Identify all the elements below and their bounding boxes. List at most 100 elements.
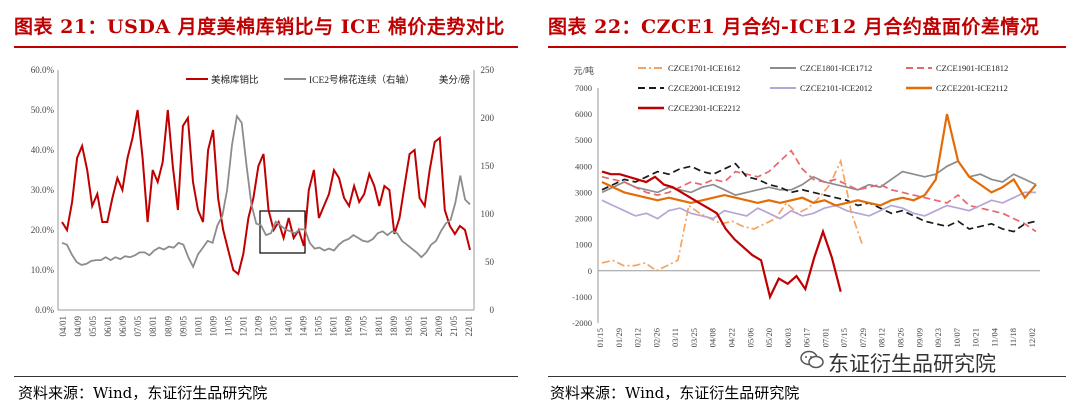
x-tick-label: 19/05 bbox=[404, 316, 414, 337]
y-tick-label: -2000 bbox=[572, 318, 592, 328]
x-tick-label: 05/05 bbox=[88, 316, 98, 337]
legend-label: CZCE2201-ICE2112 bbox=[936, 83, 1008, 93]
x-tick-label: 10/21 bbox=[971, 328, 981, 347]
x-tick-label: 06/01 bbox=[103, 316, 113, 337]
y-tick-label: 6000 bbox=[575, 109, 592, 119]
y-tick-label: 4000 bbox=[575, 161, 592, 171]
x-tick-label: 03/25 bbox=[689, 328, 699, 347]
left-y-tick-label: 10.0% bbox=[31, 265, 55, 275]
x-tick-label: 18/01 bbox=[374, 316, 384, 337]
x-tick-label: 06/09 bbox=[118, 316, 128, 337]
series-line-stock-to-use bbox=[61, 109, 471, 276]
left-chart: 0.0% 10.0% 20.0% 30.0% 40.0% 50.0% 60.0% 0 50 100… bbox=[31, 65, 495, 337]
series-line-czce2001-ice1912 bbox=[601, 162, 1037, 233]
left-y-tick-label: 20.0% bbox=[31, 225, 55, 235]
series-line-czce2201-ice2112 bbox=[601, 113, 1037, 207]
x-tick-label: 06/03 bbox=[783, 328, 793, 347]
left-bottom-rule bbox=[14, 376, 518, 377]
wechat-icon bbox=[800, 350, 824, 369]
legend-label: CZCE1901-ICE1812 bbox=[936, 63, 1008, 73]
x-tick-label: 20/01 bbox=[419, 316, 429, 337]
x-tick-label: 05/20 bbox=[764, 328, 774, 347]
right-y-tick-label: 0 bbox=[490, 305, 495, 315]
x-tick-label: 07/05 bbox=[133, 316, 143, 337]
y-unit-label: 元/吨 bbox=[573, 65, 594, 76]
x-tick-label: 10/07 bbox=[952, 328, 962, 347]
x-tick-label: 08/26 bbox=[896, 328, 906, 347]
y-tick-label: 3000 bbox=[575, 187, 592, 197]
right-y-tick-label: 150 bbox=[481, 161, 495, 171]
right-y-tick-label: 50 bbox=[485, 257, 495, 267]
x-tick-label: 02/26 bbox=[651, 328, 661, 347]
x-tick-label: 18/09 bbox=[389, 316, 399, 337]
x-tick-label: 04/22 bbox=[726, 328, 736, 347]
x-tick-label: 14/09 bbox=[299, 316, 309, 337]
x-tick-label: 22/01 bbox=[464, 316, 474, 337]
right-y-tick-label: 250 bbox=[481, 65, 495, 75]
legend-label: 美棉库销比 bbox=[211, 74, 259, 86]
x-tick-label: 04/09 bbox=[73, 316, 83, 337]
x-tick-label: 21/05 bbox=[449, 316, 459, 337]
x-tick-label: 01/15 bbox=[595, 328, 605, 347]
x-tick-label: 06/17 bbox=[802, 328, 812, 347]
series-line-czce2301-ice2212 bbox=[601, 170, 842, 301]
right-y-tick-label: 100 bbox=[481, 209, 495, 219]
x-tick-label: 08/01 bbox=[148, 316, 158, 337]
y-tick-label: 7000 bbox=[575, 83, 592, 93]
x-tick-label: 09/05 bbox=[178, 316, 188, 337]
left-title-rule bbox=[14, 46, 518, 48]
x-tick-label: 11/04 bbox=[989, 327, 999, 347]
x-tick-label: 03/11 bbox=[670, 328, 680, 347]
x-tick-label: 08/12 bbox=[877, 328, 887, 347]
x-tick-label: 16/09 bbox=[344, 316, 354, 337]
x-tick-label: 10/09 bbox=[208, 316, 218, 337]
y-tick-label: 5000 bbox=[575, 135, 592, 145]
left-y-tick-label: 60.0% bbox=[31, 65, 55, 75]
watermark-text: 东证衍生品研究院 bbox=[828, 352, 996, 376]
x-tick-label: 07/29 bbox=[858, 328, 868, 347]
x-tick-label: 17/05 bbox=[359, 316, 369, 337]
legend-label: CZCE2001-ICE1912 bbox=[668, 83, 740, 93]
x-tick-label: 07/01 bbox=[820, 328, 830, 347]
x-tick-label: 02/12 bbox=[633, 328, 643, 347]
x-tick-label: 09/23 bbox=[933, 328, 943, 347]
series-line-ice-cotton bbox=[61, 113, 471, 270]
x-tick-label: 11/05 bbox=[223, 316, 233, 337]
x-tick-label: 12/02 bbox=[1027, 328, 1037, 347]
x-tick-label: 12/01 bbox=[238, 316, 248, 337]
right-chart: -2000 -1000 0 1000 2000 3000 4000 5000 6000 7000 元… bbox=[572, 63, 1040, 347]
y-tick-label: 0 bbox=[588, 266, 592, 276]
x-tick-label: 16/01 bbox=[329, 316, 339, 337]
x-tick-label: 09/09 bbox=[914, 328, 924, 347]
series-line-czce1901-ice1812 bbox=[601, 149, 1037, 233]
legend-label: CZCE2101-ICE2012 bbox=[800, 83, 872, 93]
x-tick-label: 04/01 bbox=[58, 316, 68, 337]
left-y-tick-label: 40.0% bbox=[31, 145, 55, 155]
y-tick-label: -1000 bbox=[572, 292, 592, 302]
right-source-note: 资料来源：Wind，东证衍生品研究院 bbox=[550, 384, 800, 402]
series-line-czce2101-ice2012 bbox=[601, 191, 1036, 220]
left-source-note: 资料来源：Wind，东证衍生品研究院 bbox=[18, 384, 268, 402]
left-y-tick-label: 30.0% bbox=[31, 185, 55, 195]
x-tick-label: 15/05 bbox=[314, 316, 324, 337]
right-axis-unit: 美分/磅 bbox=[439, 74, 470, 86]
x-tick-label: 01/29 bbox=[614, 328, 624, 347]
legend-label: CZCE2301-ICE2212 bbox=[668, 103, 740, 113]
right-y-tick-label: 200 bbox=[481, 113, 495, 123]
left-y-tick-label: 50.0% bbox=[31, 105, 55, 115]
x-tick-label: 11/18 bbox=[1008, 328, 1018, 347]
x-tick-label: 04/08 bbox=[708, 328, 718, 347]
left-chart-title: 图表 21：USDA 月度美棉库销比与 ICE 棉价走势对比 bbox=[14, 16, 505, 38]
y-tick-label: 1000 bbox=[575, 240, 592, 250]
x-tick-label: 08/09 bbox=[163, 316, 173, 337]
right-chart-title: 图表 22：CZCE1 月合约-ICE12 月合约盘面价差情况 bbox=[548, 16, 1040, 38]
x-tick-label: 14/01 bbox=[284, 316, 294, 337]
x-tick-label: 13/05 bbox=[269, 316, 279, 337]
legend-label: ICE2号棉花连续（右轴） bbox=[309, 74, 415, 86]
x-tick-label: 10/01 bbox=[193, 316, 203, 337]
x-tick-label: 20/09 bbox=[434, 316, 444, 337]
legend-label: CZCE1801-ICE1712 bbox=[800, 63, 872, 73]
x-tick-label: 07/15 bbox=[839, 328, 849, 347]
x-tick-label: 05/06 bbox=[745, 328, 755, 347]
y-tick-label: 2000 bbox=[575, 214, 592, 224]
